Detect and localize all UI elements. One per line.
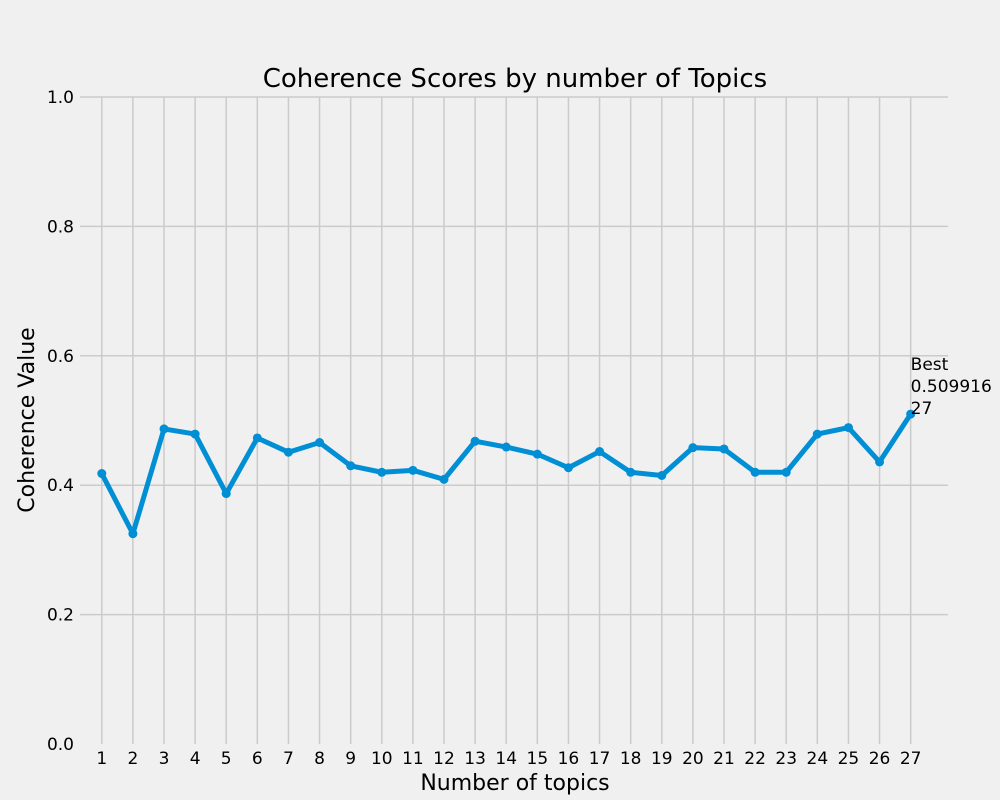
x-tick-label: 27 [900, 749, 922, 769]
x-tick-labels: 1 2 3 4 5 6 7 8 9 10 11 12 13 14 15 16 17 18 19 20 21 22 23 24 2… [96, 749, 921, 769]
x-tick-label: 3 [159, 749, 170, 769]
y-tick-label: 0.0 [47, 735, 74, 755]
y-tick-labels: 0.0 0.2 0.4 0.6 0.8 1.0 [47, 88, 74, 755]
data-point [595, 447, 605, 457]
y-tick-label: 1.0 [47, 88, 74, 108]
x-tick-label: 4 [190, 749, 201, 769]
data-point [408, 465, 418, 475]
data-point [688, 443, 698, 453]
data-point [346, 461, 356, 471]
x-tick-label: 5 [221, 749, 232, 769]
data-point [221, 489, 231, 499]
data-point [501, 442, 511, 452]
data-point [377, 467, 387, 477]
data-point [843, 423, 853, 433]
x-tick-label: 22 [744, 749, 766, 769]
x-tick-label: 6 [252, 749, 263, 769]
x-tick-label: 15 [527, 749, 549, 769]
y-tick-label: 0.8 [47, 217, 74, 237]
y-tick-label: 0.4 [47, 476, 74, 496]
annotation-line: 27 [911, 399, 933, 419]
grid-lines [80, 96, 948, 744]
data-points [97, 409, 916, 539]
data-point [750, 467, 760, 477]
x-tick-label: 14 [495, 749, 517, 769]
x-tick-label: 8 [314, 749, 325, 769]
x-tick-label: 11 [402, 749, 424, 769]
data-point [906, 409, 916, 419]
data-point [128, 529, 138, 539]
data-point [315, 437, 325, 447]
x-tick-label: 23 [775, 749, 797, 769]
x-tick-label: 24 [807, 749, 829, 769]
data-point [812, 429, 822, 439]
data-point [283, 447, 293, 457]
chart-title: Coherence Scores by number of Topics [263, 64, 767, 94]
data-point [439, 474, 449, 484]
x-tick-label: 17 [589, 749, 611, 769]
data-point [470, 436, 480, 446]
x-tick-label: 2 [127, 749, 138, 769]
data-point [252, 433, 262, 443]
annotation-line: Best [911, 355, 949, 375]
data-point [563, 463, 573, 473]
y-tick-label: 0.6 [47, 347, 74, 367]
x-tick-label: 19 [651, 749, 673, 769]
x-tick-label: 1 [96, 749, 107, 769]
x-tick-label: 7 [283, 749, 294, 769]
x-tick-label: 18 [620, 749, 642, 769]
data-point [719, 444, 729, 454]
data-point [626, 467, 636, 477]
data-point [781, 467, 791, 477]
x-tick-label: 25 [838, 749, 860, 769]
data-point [657, 470, 667, 480]
x-tick-label: 9 [345, 749, 356, 769]
data-point [190, 429, 200, 439]
annotation-line: 0.509916 [911, 377, 992, 397]
data-point [159, 424, 169, 434]
x-tick-label: 21 [713, 749, 735, 769]
x-tick-label: 12 [433, 749, 455, 769]
y-tick-label: 0.2 [47, 606, 74, 626]
y-axis-label: Coherence Value [15, 327, 40, 512]
x-axis-label: Number of topics [420, 771, 609, 796]
data-point [97, 469, 107, 479]
x-tick-label: 16 [558, 749, 580, 769]
x-tick-label: 20 [682, 749, 704, 769]
data-point [875, 457, 885, 467]
x-tick-label: 26 [869, 749, 891, 769]
x-tick-label: 13 [464, 749, 486, 769]
x-tick-label: 10 [371, 749, 393, 769]
data-point [532, 449, 542, 459]
